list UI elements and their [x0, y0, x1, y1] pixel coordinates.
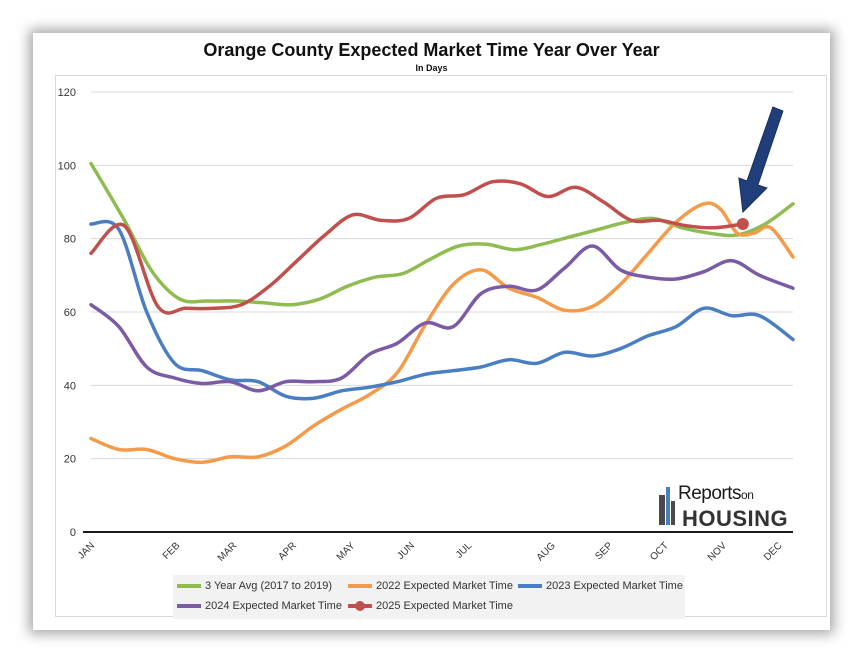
logo-housing-text: HOUSING: [682, 506, 789, 531]
x-tick-label-sep: SEP: [593, 540, 615, 562]
y-tick-label-120: 120: [58, 87, 76, 99]
legend-item-2022: 2022 Expected Market Time: [348, 580, 513, 592]
y-tick-label-40: 40: [64, 380, 76, 392]
logo-on-text: on: [741, 488, 754, 502]
series-line-2022: [89, 201, 795, 465]
x-tick-label-feb: FEB: [161, 540, 183, 562]
x-tick-label-nov: NOV: [706, 540, 729, 563]
legend-swatch-3yr-avg: [177, 584, 201, 588]
chart-legend: 3 Year Avg (2017 to 2019) 2022 Expected …: [173, 575, 685, 619]
y-tick-label-0: 0: [70, 527, 76, 539]
y-tick-label-60: 60: [64, 307, 76, 319]
series-latest-point-2025: [736, 218, 749, 230]
x-tick-label-aug: AUG: [535, 540, 558, 563]
legend-swatch-2024: [177, 604, 201, 608]
legend-label-2023: 2023 Expected Market Time: [546, 580, 683, 592]
legend-label-3yr-avg: 3 Year Avg (2017 to 2019): [205, 580, 333, 592]
x-tick-label-jan: JAN: [76, 540, 97, 561]
logo-reports-text: eports: [691, 483, 742, 504]
series-line-3yr-avg: [89, 161, 795, 307]
chart-title: Orange County Expected Market Time Year …: [203, 40, 660, 60]
x-tick-label-jun: JUN: [395, 540, 417, 562]
x-tick-label-apr: APR: [276, 540, 298, 562]
x-tick-label-jul: JUL: [454, 540, 475, 561]
y-tick-label-100: 100: [58, 160, 76, 172]
legend-swatch-2023: [518, 584, 542, 588]
legend-item-3yr-avg: 3 Year Avg (2017 to 2019): [177, 580, 332, 592]
legend-label-2024: 2024 Expected Market Time: [205, 600, 342, 612]
legend-swatch-2022: [348, 584, 372, 588]
legend-dot-2025: [355, 601, 365, 611]
legend-swatch-2025: [348, 601, 372, 611]
legend-label-2022: 2022 Expected Market Time: [376, 580, 513, 592]
x-tick-label-mar: MAR: [216, 540, 240, 564]
line-chart: 0 20 40 60 80 100 120 JAN FEB MAR APR MAY JUN JUL AUG S…: [58, 87, 795, 564]
series-line-2024: [89, 244, 795, 393]
chart-card: Orange County Expected Market Time Year …: [33, 33, 830, 630]
chart-subtitle: In Days: [415, 63, 448, 73]
y-tick-label-20: 20: [64, 454, 76, 466]
reports-on-housing-logo: Reportson HOUSING: [658, 481, 793, 533]
logo-mark-icon: [659, 487, 675, 525]
x-tick-label-oct: OCT: [648, 540, 671, 563]
series-line-2023: [89, 219, 795, 401]
annotation-arrow-icon: [738, 106, 784, 214]
logo-letter: R: [678, 483, 692, 504]
legend-label-2025: 2025 Expected Market Time: [376, 600, 513, 612]
legend-item-2025: 2025 Expected Market Time: [348, 600, 513, 612]
legend-item-2023: 2023 Expected Market Time: [518, 580, 683, 592]
x-tick-label-dec: DEC: [762, 540, 785, 563]
y-tick-label-80: 80: [64, 234, 76, 246]
x-tick-label-may: MAY: [335, 540, 358, 563]
legend-item-2024: 2024 Expected Market Time: [177, 600, 342, 612]
series-line-2025: [89, 179, 745, 315]
logo-top-text: Reportson: [678, 483, 754, 505]
